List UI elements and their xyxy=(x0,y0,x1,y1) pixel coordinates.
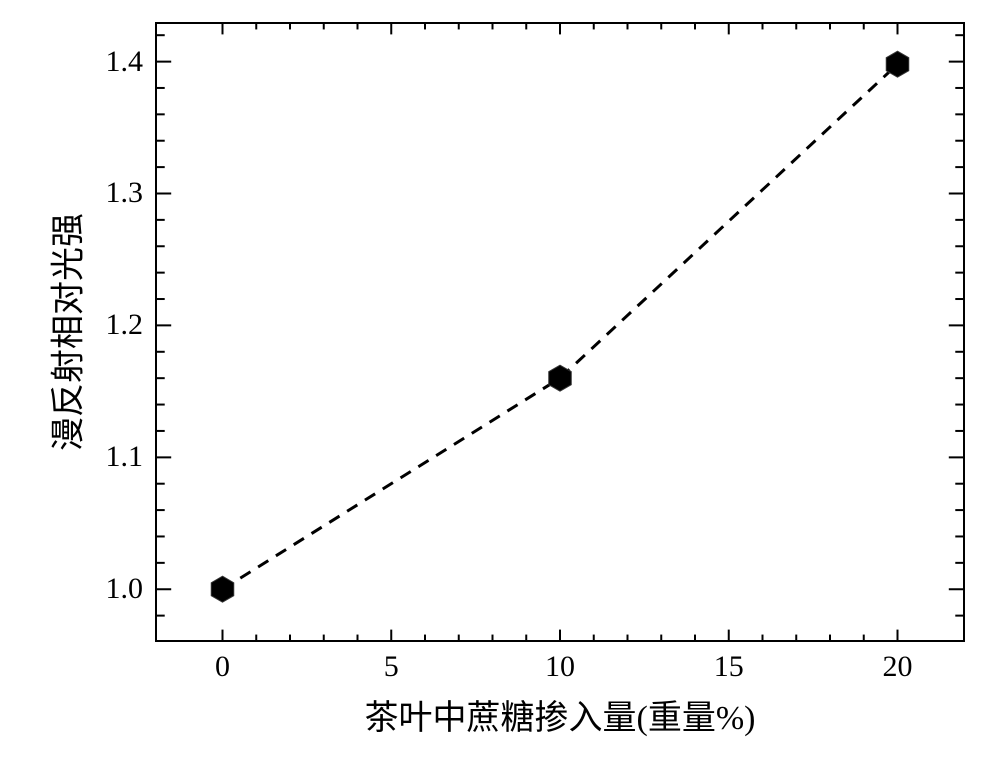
chart-container: 1.0 1.1 1.2 1.3 1.4 0 5 10 15 20 漫反射相对光强 茶叶中蔗糖掺入… xyxy=(0,0,1000,759)
data-point-marker xyxy=(211,576,234,602)
y-axis-title: 漫反射相对光强 xyxy=(41,213,90,451)
y-tick-label: 1.2 xyxy=(106,308,144,342)
x-tick-label: 15 xyxy=(714,650,744,684)
series-line xyxy=(223,64,898,589)
y-tick-label: 1.4 xyxy=(106,45,144,79)
y-tick-label: 1.0 xyxy=(106,572,144,606)
x-tick-label: 10 xyxy=(545,650,575,684)
x-tick-label: 5 xyxy=(384,650,399,684)
x-axis-title: 茶叶中蔗糖掺入量(重量%) xyxy=(365,690,756,739)
y-tick-label: 1.1 xyxy=(106,440,144,474)
x-tick-label: 20 xyxy=(883,650,913,684)
x-tick-label: 0 xyxy=(215,650,230,684)
plot-svg xyxy=(0,0,1000,759)
y-tick-label: 1.3 xyxy=(106,176,144,210)
